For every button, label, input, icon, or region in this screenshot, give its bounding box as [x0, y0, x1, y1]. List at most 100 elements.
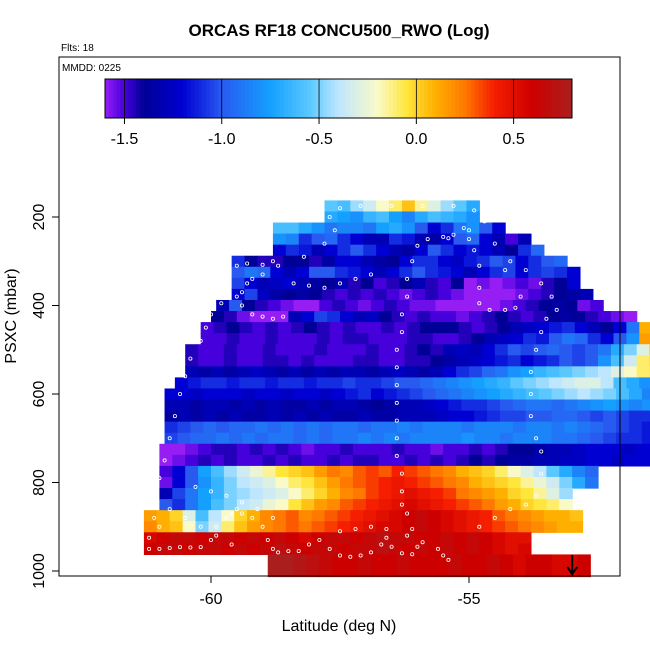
heatmap-cell — [290, 333, 305, 345]
heatmap-cell — [440, 200, 455, 213]
heatmap-cell — [546, 443, 560, 456]
heatmap-cell — [285, 222, 300, 235]
heatmap-cell — [471, 322, 486, 334]
heatmap-cell — [159, 443, 173, 456]
heatmap-cell — [430, 366, 444, 378]
heatmap-cell — [430, 488, 444, 500]
heatmap-cell — [628, 432, 643, 445]
heatmap-cell — [641, 410, 650, 423]
heatmap-cell — [352, 488, 367, 500]
heatmap-cell — [358, 554, 372, 567]
heatmap-cell — [577, 565, 591, 578]
heatmap-cell — [541, 266, 555, 279]
heatmap-cell — [360, 255, 375, 268]
heatmap-cell — [254, 432, 269, 445]
track-point — [539, 449, 544, 454]
heatmap-cell — [288, 443, 302, 456]
heatmap-cell — [474, 388, 488, 401]
heatmap-cell — [546, 499, 560, 511]
heatmap-cell — [401, 200, 416, 213]
heatmap-cell — [466, 532, 480, 544]
heatmap-cell — [538, 421, 553, 434]
heatmap-cell — [234, 510, 248, 522]
colorbar-segment — [556, 79, 561, 118]
colorbar-frame — [104, 78, 573, 119]
heatmap-cell — [249, 476, 264, 489]
heatmap-cell — [525, 432, 540, 445]
track-point — [539, 281, 544, 286]
heatmap-cell — [639, 377, 650, 390]
track-point — [389, 544, 394, 549]
heatmap-cell — [396, 399, 411, 412]
colorbar-segment — [272, 79, 277, 118]
heatmap-cell — [198, 476, 212, 489]
track-point — [523, 502, 528, 507]
track-point — [446, 236, 451, 241]
heatmap-cell — [314, 465, 328, 478]
track-point — [394, 347, 399, 352]
heatmap-cell — [352, 443, 367, 456]
track-point — [477, 524, 482, 529]
track-point — [270, 515, 275, 520]
heatmap-cell — [546, 454, 560, 467]
heatmap-cell — [422, 565, 437, 578]
track-point — [384, 535, 389, 540]
heatmap-cell — [254, 399, 269, 412]
track-point — [534, 347, 539, 352]
heatmap-cell — [337, 222, 351, 235]
heatmap-cell — [190, 421, 204, 434]
heatmap-cell — [494, 443, 509, 456]
heatmap-cell — [538, 565, 553, 578]
track-point — [126, 542, 131, 547]
colorbar-segment — [361, 79, 367, 118]
heatmap-cell — [530, 510, 545, 522]
heatmap-cell — [383, 299, 398, 312]
colorbar-segment — [498, 79, 503, 118]
heatmap-cell — [639, 333, 650, 345]
heatmap-cell — [275, 488, 289, 500]
heatmap-cell — [530, 521, 545, 533]
heatmap-cell — [185, 488, 199, 500]
track-point — [255, 507, 260, 512]
heatmap-cell — [306, 388, 320, 401]
heatmap-cell — [365, 499, 380, 511]
heatmap-cell — [559, 476, 573, 489]
heatmap-cell — [590, 410, 604, 423]
colorbar-segment — [346, 79, 351, 118]
heatmap-cell — [296, 255, 310, 268]
heatmap-cell — [587, 322, 602, 334]
colorbar-segment — [470, 79, 476, 118]
colorbar-segment — [178, 79, 184, 118]
heatmap-cell — [378, 355, 393, 367]
heatmap-cell — [216, 432, 230, 445]
heatmap-cell — [404, 476, 418, 489]
colorbar-segment — [245, 79, 250, 118]
heatmap-cell — [492, 510, 506, 522]
heatmap-cell — [342, 333, 357, 345]
heatmap-cell — [487, 421, 501, 434]
heatmap-cell — [257, 266, 271, 279]
heatmap-cell — [448, 554, 462, 567]
colorbar-tick-label: 0.0 — [405, 131, 427, 148]
heatmap-cell — [358, 299, 372, 312]
track-point — [260, 262, 265, 267]
heatmap-cell — [492, 521, 506, 533]
heatmap-cell — [327, 366, 341, 378]
heatmap-cell — [598, 366, 612, 378]
colorbar-segment — [225, 79, 231, 118]
heatmap-cell — [260, 510, 274, 522]
heatmap-cell — [381, 322, 395, 334]
heatmap-cell — [293, 410, 308, 423]
heatmap-cell — [499, 565, 514, 578]
track-point — [322, 285, 327, 290]
heatmap-cell — [270, 277, 284, 290]
heatmap-cell — [350, 233, 364, 246]
heatmap-cell — [628, 421, 643, 434]
track-point — [296, 549, 301, 554]
heatmap-cell — [551, 554, 566, 567]
heatmap-cell — [538, 388, 553, 401]
heatmap-cell — [211, 465, 225, 478]
heatmap-cell — [177, 421, 191, 434]
heatmap-cell — [172, 454, 186, 467]
heatmap-cell — [389, 200, 403, 213]
